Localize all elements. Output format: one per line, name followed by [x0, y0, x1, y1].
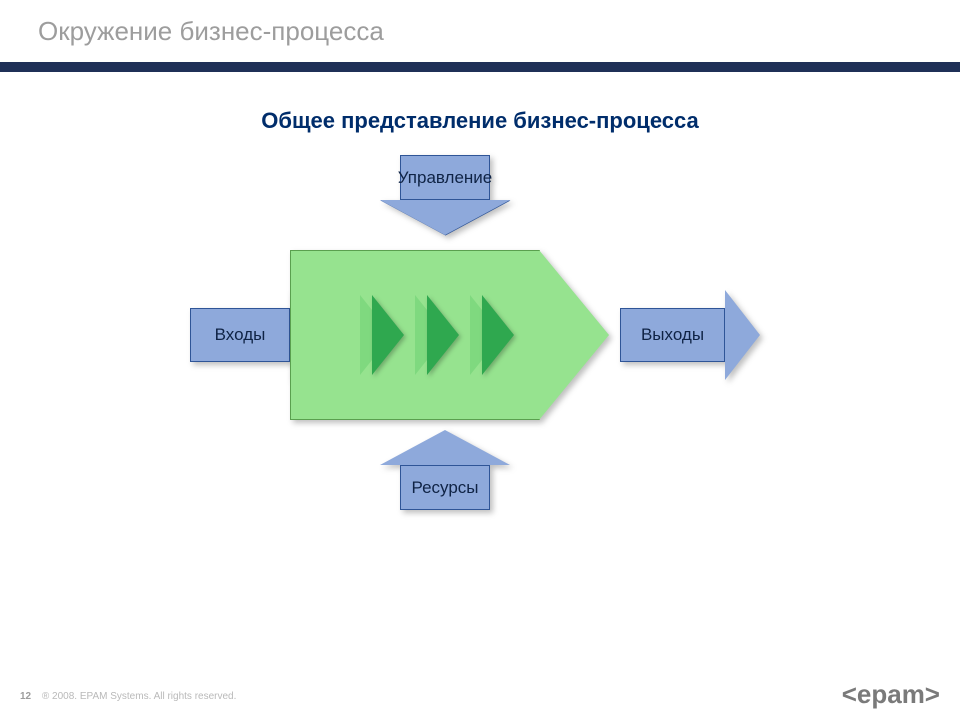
center-process	[290, 250, 610, 420]
arrow-left-label: Входы	[215, 325, 266, 345]
arrow-top: Управление	[380, 155, 510, 235]
copyright-text: ® 2008. EPAM Systems. All rights reserve…	[42, 691, 236, 702]
footer: 12 ® 2008. EPAM Systems. All rights rese…	[20, 691, 236, 702]
epam-logo: <epam>	[842, 679, 940, 710]
arrow-top-label: Управление	[398, 168, 493, 188]
slide-title: Окружение бизнес-процесса	[0, 0, 960, 62]
title-divider	[0, 62, 960, 72]
arrow-bottom-label: Ресурсы	[411, 478, 478, 498]
slide-subtitle: Общее представление бизнес-процесса	[0, 108, 960, 134]
arrow-right-label: Выходы	[641, 325, 704, 345]
process-diagram: Управление Входы Выходы Ресурсы	[190, 155, 770, 515]
arrow-bottom: Ресурсы	[380, 430, 510, 510]
arrow-right: Выходы	[620, 290, 770, 380]
page-number: 12	[20, 691, 31, 702]
